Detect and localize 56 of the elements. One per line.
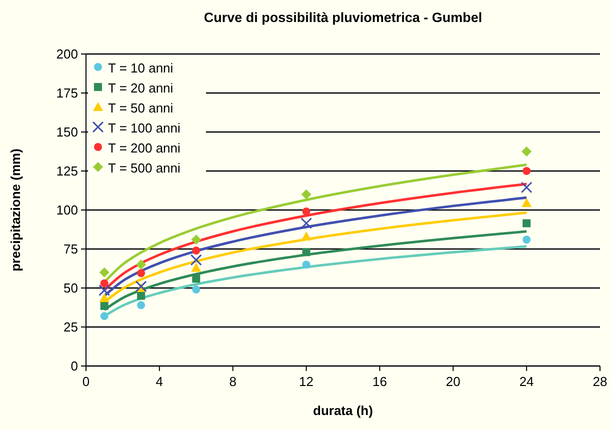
point — [190, 254, 202, 266]
point — [192, 274, 200, 283]
point — [192, 246, 200, 255]
x-tick-label: 20 — [446, 374, 460, 389]
y-tick-label: 25 — [64, 320, 78, 335]
point — [98, 284, 110, 296]
y-axis-title: precipitazione (mm) — [8, 148, 23, 272]
point — [137, 269, 146, 278]
y-tick-label: 150 — [56, 124, 78, 140]
point — [137, 292, 146, 300]
y-tick-label: 125 — [56, 164, 78, 179]
point — [522, 146, 532, 156]
point — [100, 279, 108, 288]
point — [302, 260, 310, 269]
line-series — [103, 182, 528, 292]
point — [302, 208, 310, 216]
point — [301, 189, 312, 200]
legend-label: T = 200 anni — [108, 140, 181, 156]
point — [522, 236, 531, 244]
y-tick-label: 75 — [64, 242, 78, 257]
y-tick-label: 0 — [70, 358, 78, 374]
x-tick-label: 12 — [299, 374, 314, 389]
point — [192, 286, 200, 294]
x-tick-label: 8 — [229, 374, 236, 389]
point — [520, 182, 532, 194]
chart-title: Curve di possibilità pluviometrica - Gumbel — [204, 10, 482, 25]
x-tick-label: 16 — [372, 374, 387, 389]
point — [135, 280, 147, 292]
legend-label: T = 10 anni — [108, 60, 174, 76]
point — [191, 262, 202, 272]
x-tick-label: 0 — [82, 374, 90, 389]
point — [100, 312, 108, 320]
legend-label: T = 100 anni — [108, 120, 181, 136]
point — [100, 302, 108, 310]
point — [301, 232, 312, 241]
point — [522, 167, 531, 175]
y-tick-label: 200 — [56, 46, 78, 62]
x-tick-label: 24 — [519, 374, 534, 389]
legend-label: T = 20 anni — [108, 80, 174, 96]
y-tick-label: 175 — [56, 86, 78, 101]
x-axis-title: durata (h) — [313, 403, 373, 418]
point — [191, 234, 202, 245]
point — [137, 301, 146, 310]
point — [99, 267, 110, 278]
point — [302, 248, 310, 256]
x-tick-label: 28 — [592, 374, 608, 389]
point — [300, 218, 312, 230]
x-tick-label: 4 — [156, 374, 164, 389]
legend-label: T = 50 anni — [108, 100, 174, 116]
point — [522, 219, 531, 228]
y-tick-label: 100 — [56, 202, 78, 218]
point — [136, 260, 146, 270]
point — [99, 293, 110, 302]
y-tick-label: 50 — [64, 280, 78, 296]
legend-label: T = 500 anni — [108, 160, 181, 176]
point — [522, 198, 532, 207]
